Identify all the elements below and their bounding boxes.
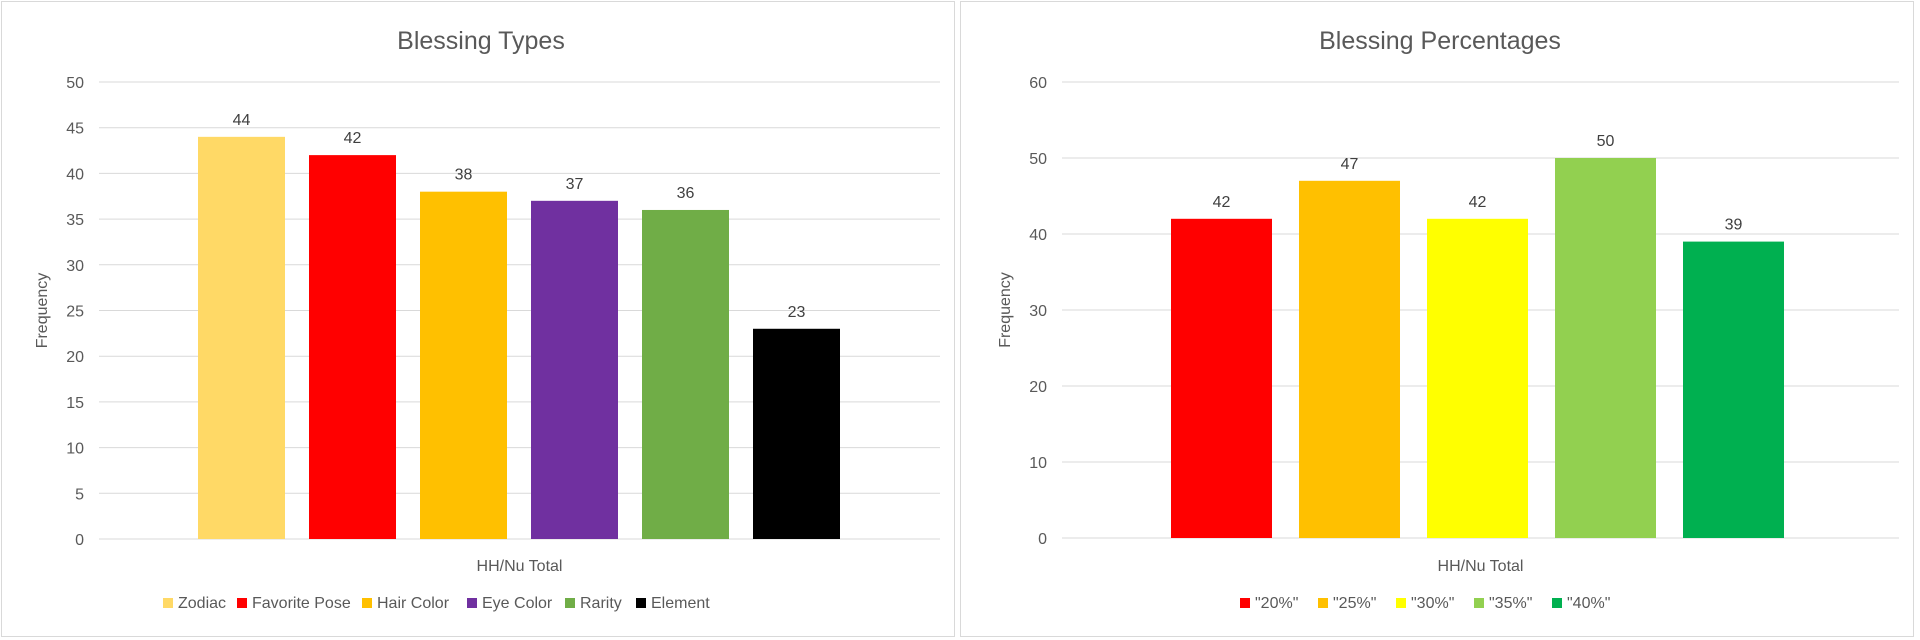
y-axis-label: Frequency bbox=[997, 272, 1014, 348]
legend-swatch bbox=[1396, 598, 1406, 608]
legend-swatch bbox=[467, 598, 477, 608]
legend-swatch bbox=[362, 598, 372, 608]
y-tick-label: 50 bbox=[1029, 151, 1047, 168]
legend-label: Eye Color bbox=[482, 595, 553, 612]
legend-label: "25%" bbox=[1333, 595, 1376, 612]
legend-swatch bbox=[1552, 598, 1562, 608]
legend-swatch bbox=[636, 598, 646, 608]
bar bbox=[1683, 241, 1784, 538]
legend-swatch bbox=[565, 598, 575, 608]
y-tick-label: 40 bbox=[66, 166, 84, 183]
y-tick-label: 10 bbox=[66, 441, 84, 458]
data-label: 42 bbox=[1469, 194, 1487, 211]
legend-swatch bbox=[1240, 598, 1250, 608]
blessing-types-chart-panel: Blessing Types 0 5 10 15 20 25 30 35 40 45 50 Freque… bbox=[1, 1, 955, 637]
y-tick-label: 0 bbox=[1038, 531, 1047, 548]
legend-swatch bbox=[1318, 598, 1328, 608]
data-label: 38 bbox=[455, 167, 473, 184]
y-tick-label: 25 bbox=[66, 304, 84, 321]
y-tick-label: 0 bbox=[75, 532, 84, 549]
legend-label: "30%" bbox=[1411, 595, 1454, 612]
legend-label: "20%" bbox=[1255, 595, 1298, 612]
y-tick-label: 15 bbox=[66, 395, 84, 412]
legend-label: Hair Color bbox=[377, 595, 450, 612]
bar bbox=[1299, 180, 1400, 539]
data-label: 39 bbox=[1725, 217, 1743, 234]
data-label: 44 bbox=[233, 112, 251, 129]
y-tick-label: 10 bbox=[1029, 455, 1047, 472]
blessing-percentages-chart: Blessing Percentages 0 10 20 30 40 50 60 Frequen… bbox=[997, 27, 1899, 612]
legend-label: Zodiac bbox=[178, 595, 226, 612]
legend-label: "35%" bbox=[1489, 595, 1532, 612]
legend-swatch bbox=[1474, 598, 1484, 608]
legend-label: "40%" bbox=[1567, 595, 1610, 612]
y-tick-label: 30 bbox=[66, 258, 84, 275]
data-label: 42 bbox=[344, 130, 362, 147]
legend-label: Favorite Pose bbox=[252, 595, 351, 612]
chart-title: Blessing Types bbox=[397, 27, 565, 55]
bar bbox=[1171, 218, 1272, 539]
data-label: 50 bbox=[1597, 133, 1615, 150]
data-label: 37 bbox=[566, 176, 584, 193]
blessing-types-chart: Blessing Types 0 5 10 15 20 25 30 35 40 45 50 Freque… bbox=[34, 27, 940, 612]
data-label: 42 bbox=[1213, 194, 1231, 211]
y-tick-label: 50 bbox=[66, 75, 84, 92]
y-tick-label: 45 bbox=[66, 121, 84, 138]
bar bbox=[753, 328, 840, 539]
blessing-percentages-chart-panel: Blessing Percentages 0 10 20 30 40 50 60 Frequen… bbox=[960, 1, 1914, 637]
chart-title: Blessing Percentages bbox=[1319, 27, 1561, 55]
x-axis-label: HH/Nu Total bbox=[1438, 558, 1524, 575]
y-tick-label: 20 bbox=[66, 349, 84, 366]
bar bbox=[1555, 158, 1656, 538]
bar bbox=[531, 200, 618, 539]
legend-label: Rarity bbox=[580, 595, 622, 612]
x-axis-label: HH/Nu Total bbox=[477, 558, 563, 575]
y-tick-label: 30 bbox=[1029, 303, 1047, 320]
y-axis-label: Frequency bbox=[34, 273, 51, 349]
bar bbox=[309, 155, 396, 539]
bar bbox=[1427, 218, 1528, 539]
bar bbox=[642, 209, 729, 539]
legend-label: Element bbox=[651, 595, 710, 612]
bar bbox=[420, 191, 507, 539]
y-tick-label: 60 bbox=[1029, 75, 1047, 92]
y-tick-label: 20 bbox=[1029, 379, 1047, 396]
y-tick-label: 35 bbox=[66, 212, 84, 229]
y-tick-label: 40 bbox=[1029, 227, 1047, 244]
legend-swatch bbox=[163, 598, 173, 608]
legend-swatch bbox=[237, 598, 247, 608]
bar bbox=[198, 136, 285, 539]
y-tick-label: 5 bbox=[75, 486, 84, 503]
data-label: 36 bbox=[677, 185, 695, 202]
data-label: 23 bbox=[788, 304, 806, 321]
data-label: 47 bbox=[1341, 156, 1359, 173]
